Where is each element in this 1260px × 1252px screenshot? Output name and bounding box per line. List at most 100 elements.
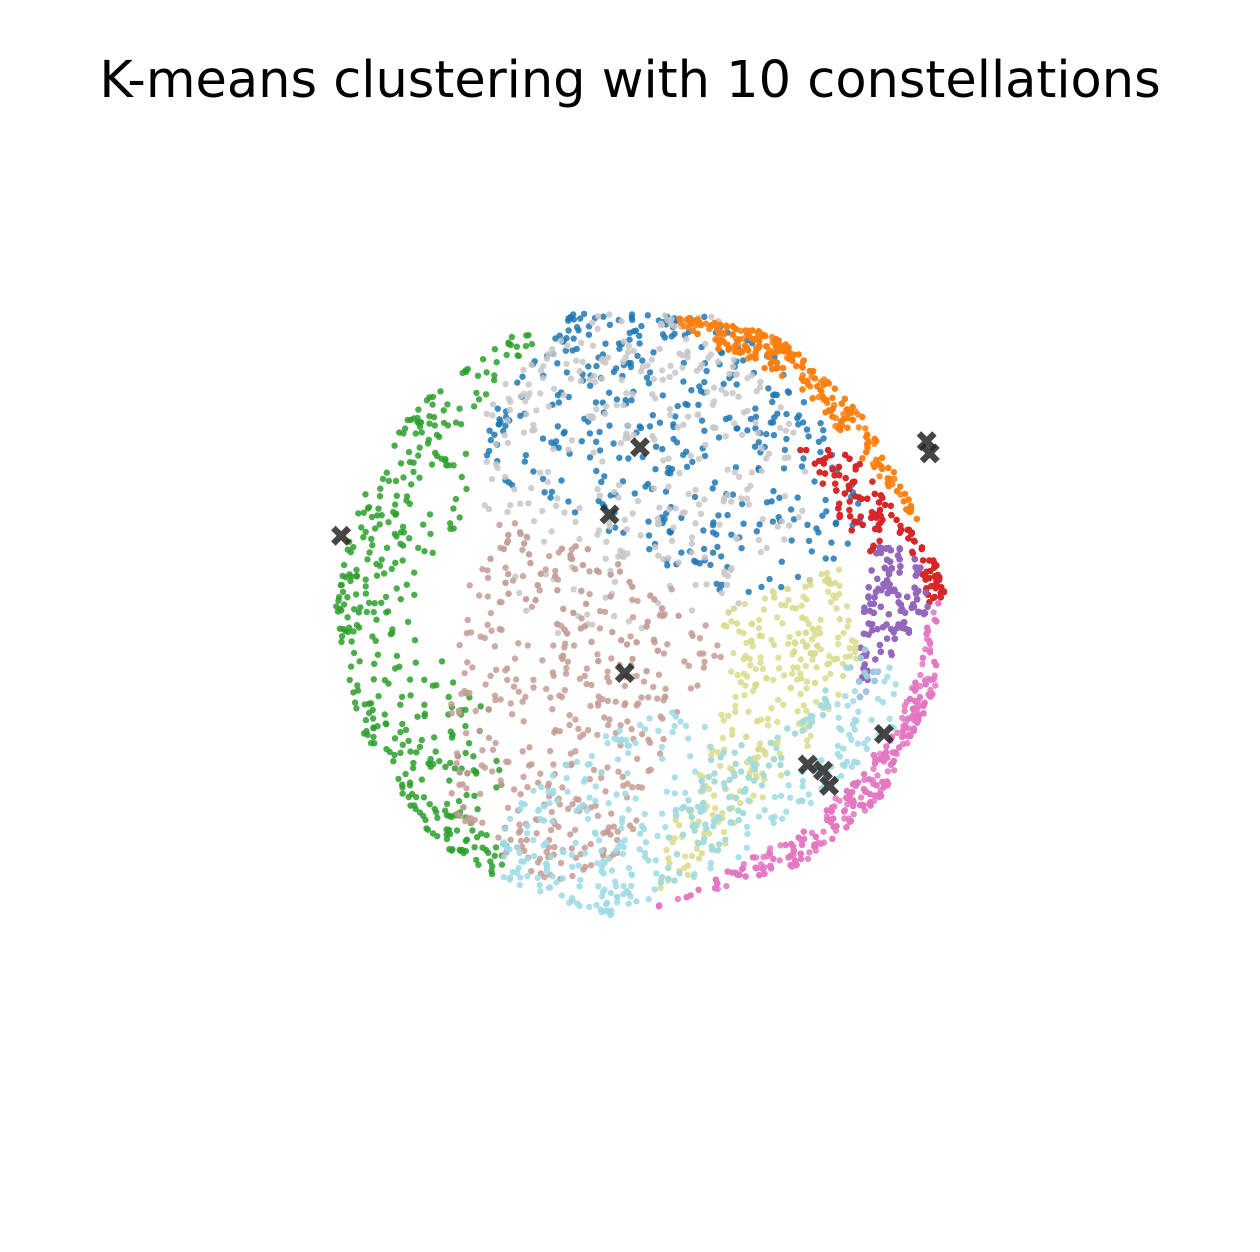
data-point — [504, 676, 511, 684]
data-point — [617, 722, 624, 729]
data-point — [468, 819, 475, 826]
cluster-6 — [655, 600, 942, 910]
data-point — [884, 673, 891, 680]
data-point — [741, 692, 748, 699]
data-point — [618, 818, 626, 826]
data-point — [554, 587, 561, 594]
data-point — [778, 583, 785, 591]
data-point — [456, 709, 463, 717]
data-point — [723, 322, 730, 329]
data-point — [362, 716, 370, 724]
data-point — [662, 488, 670, 495]
data-point — [637, 532, 644, 539]
data-point — [701, 378, 708, 386]
data-point — [789, 670, 796, 677]
data-point — [729, 726, 736, 734]
data-point — [802, 583, 809, 590]
data-point — [511, 486, 518, 493]
data-point — [636, 423, 643, 430]
data-point — [712, 805, 719, 812]
data-point — [340, 601, 348, 608]
data-point — [726, 793, 733, 801]
data-point — [671, 330, 678, 337]
data-point — [864, 736, 871, 743]
data-point — [689, 632, 696, 639]
data-point — [595, 883, 602, 890]
data-point — [572, 518, 579, 526]
data-point — [528, 603, 536, 610]
data-point — [565, 805, 572, 812]
data-point — [370, 676, 377, 683]
data-point — [861, 646, 868, 653]
data-point — [905, 627, 912, 634]
data-point — [869, 478, 876, 485]
data-point — [763, 430, 770, 438]
data-point — [717, 762, 724, 770]
data-point — [685, 315, 693, 322]
data-point — [654, 832, 661, 840]
data-point — [732, 464, 740, 471]
data-point — [761, 748, 769, 756]
data-point — [871, 594, 878, 601]
data-point — [830, 592, 837, 599]
data-point — [412, 430, 419, 437]
data-point — [739, 500, 746, 508]
data-point — [894, 729, 901, 736]
data-point — [702, 340, 709, 347]
data-point — [800, 455, 807, 462]
data-point — [602, 788, 609, 795]
data-point — [379, 475, 387, 483]
data-point — [822, 409, 829, 416]
data-point — [406, 458, 414, 466]
data-point — [758, 467, 765, 474]
data-point — [489, 412, 496, 419]
data-point — [780, 701, 787, 708]
data-point — [790, 664, 797, 671]
data-point — [587, 702, 594, 710]
data-point — [567, 555, 574, 562]
data-point — [766, 850, 774, 857]
data-point — [614, 894, 621, 901]
data-point — [755, 328, 762, 335]
data-point — [368, 513, 376, 521]
data-point — [437, 388, 444, 395]
data-point — [519, 572, 527, 580]
data-point — [684, 354, 691, 361]
data-point — [759, 865, 766, 872]
data-point — [733, 620, 741, 627]
data-point — [376, 521, 383, 528]
data-point — [896, 556, 903, 563]
data-point — [522, 452, 530, 459]
data-point — [582, 776, 589, 783]
data-point — [914, 568, 921, 575]
data-point — [397, 460, 405, 467]
data-point — [625, 864, 633, 872]
data-point — [610, 440, 617, 447]
data-point — [623, 390, 630, 397]
data-point — [579, 801, 587, 809]
data-point — [744, 427, 751, 434]
data-point — [405, 793, 412, 801]
data-point — [932, 562, 940, 569]
data-point — [611, 488, 618, 496]
data-point — [563, 369, 570, 376]
data-point — [496, 766, 503, 774]
data-point — [577, 315, 584, 322]
cluster-0 — [483, 310, 866, 596]
data-point — [878, 465, 886, 473]
data-point — [803, 377, 811, 385]
data-point — [622, 396, 629, 404]
data-point — [748, 372, 756, 379]
data-point — [442, 457, 449, 464]
data-point — [694, 330, 701, 337]
data-point — [583, 665, 591, 672]
data-point — [728, 498, 735, 505]
data-point — [714, 847, 722, 854]
data-point — [335, 597, 342, 604]
data-point — [685, 797, 692, 804]
data-point — [861, 776, 868, 784]
data-point — [517, 412, 524, 419]
data-point — [799, 386, 806, 393]
data-point — [503, 845, 511, 853]
data-point — [835, 590, 843, 598]
